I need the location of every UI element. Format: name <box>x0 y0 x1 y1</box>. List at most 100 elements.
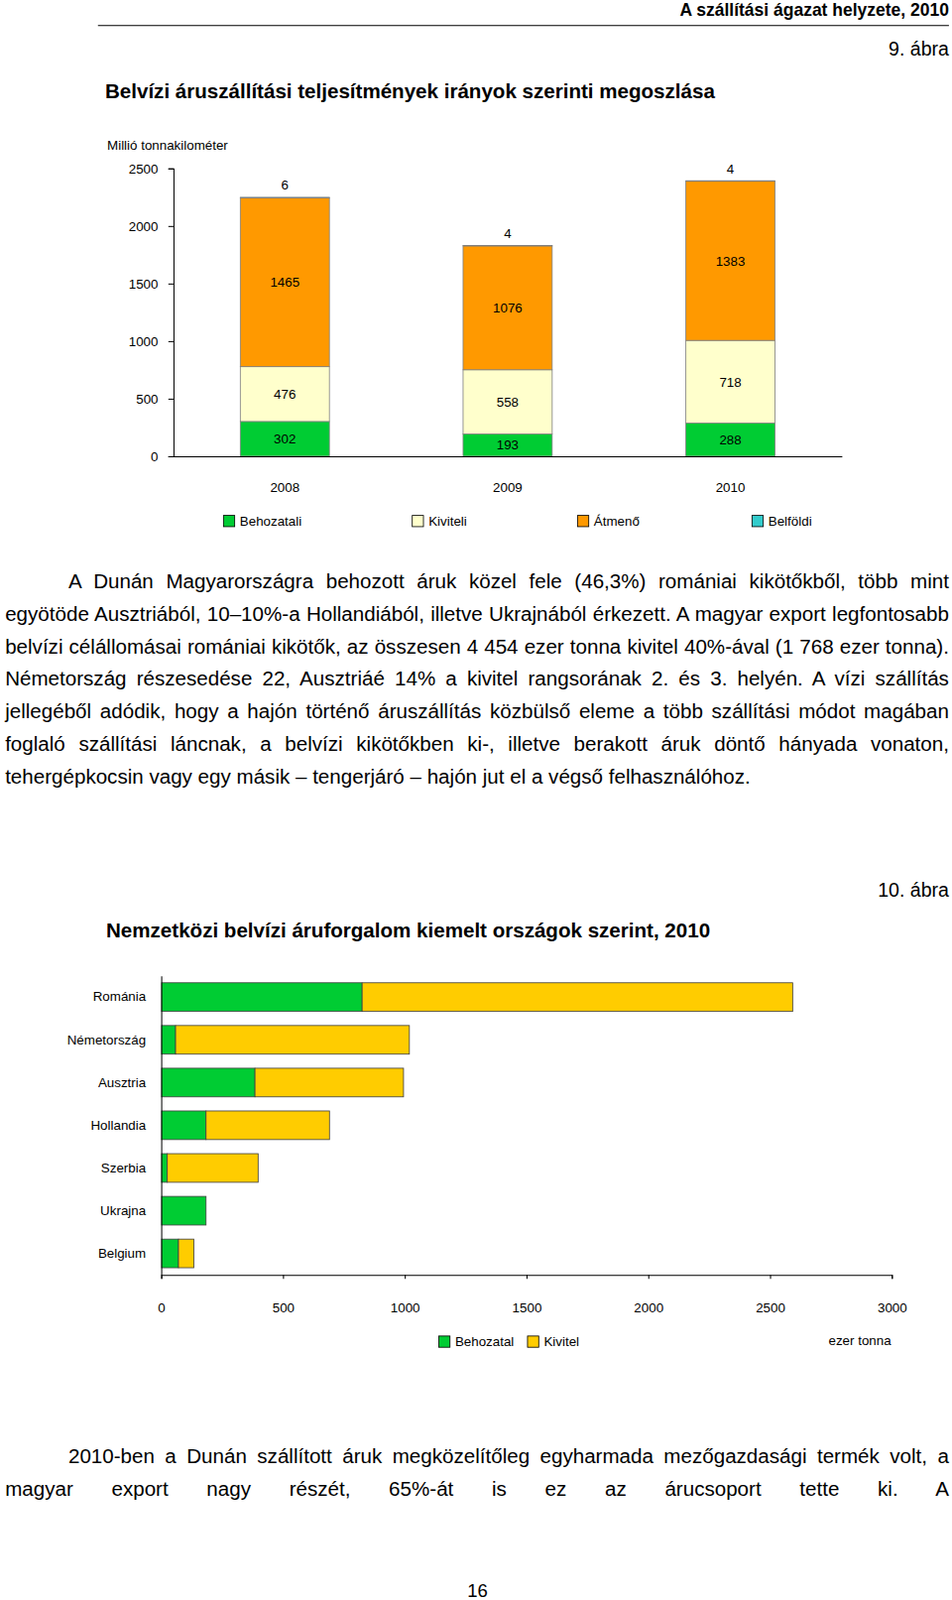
bar <box>178 1238 194 1268</box>
legend-label: Belföldi <box>768 513 813 529</box>
tick-label: 2000 <box>128 219 159 235</box>
bar <box>175 1025 410 1055</box>
tick-mark <box>168 168 174 170</box>
bar <box>239 421 330 457</box>
tick: 500 <box>135 391 174 407</box>
tick: 1000 <box>128 334 174 350</box>
tick-label: Románia <box>93 988 147 1004</box>
axis-line <box>161 975 163 1275</box>
axis: 0 500 1000 1500 2000 2500 3000 <box>157 1274 907 1315</box>
bar <box>686 181 776 342</box>
tick-label: 1500 <box>128 276 159 292</box>
bar <box>686 180 776 182</box>
bar <box>161 982 363 1012</box>
tick-label: 2500 <box>755 1300 786 1315</box>
tick-mark <box>168 226 174 228</box>
page: A szállítási ágazat helyzete, 20109. ábr… <box>0 0 952 1600</box>
tick: Ukrajna <box>100 1202 161 1218</box>
tick-mark <box>526 1274 528 1279</box>
legend-swatch <box>223 515 235 527</box>
axis-title: Millió tonnakilométer <box>107 137 229 153</box>
tick-label: 2009 <box>492 479 523 495</box>
legend: Behozatal Kivitel <box>438 1333 580 1349</box>
tick-label: 500 <box>135 391 158 407</box>
bar <box>463 245 553 370</box>
tick-mark <box>282 1274 284 1279</box>
legend-label: Behozatali <box>239 513 302 529</box>
chart: Nemzetközi belvízi áruforgalom kiemelt o… <box>67 918 908 1350</box>
data-labels: 302193288476558718146510761383644 <box>269 161 745 454</box>
tick-mark <box>168 456 174 458</box>
tick-label: Szerbia <box>101 1160 147 1176</box>
bar <box>463 369 553 435</box>
running-title: A szállítási ágazat helyzete, 2010 <box>679 0 949 20</box>
tick: 3000 <box>877 1274 908 1315</box>
tick-label: 2000 <box>633 1300 664 1315</box>
tick: 2010 <box>715 456 746 495</box>
axis-line <box>173 456 842 458</box>
chart-title: Belvízi áruszállítási teljesítmények irá… <box>105 79 715 103</box>
axis-line <box>161 1275 893 1280</box>
bar <box>161 1068 256 1097</box>
tick: 1500 <box>512 1274 543 1315</box>
tick-label: 1500 <box>512 1300 543 1315</box>
page-canvas: A szállítási ágazat helyzete, 20109. ábr… <box>0 0 952 1600</box>
bar <box>361 982 793 1012</box>
tick-mark <box>648 1274 650 1279</box>
tick: 2000 <box>128 219 174 235</box>
data-label: 476 <box>273 386 296 402</box>
data-label: 302 <box>273 431 296 447</box>
bar <box>161 1238 179 1268</box>
tick: Szerbia <box>101 1160 162 1176</box>
legend-label: Átmenő <box>594 513 640 529</box>
axis-line <box>168 168 175 457</box>
tick: 0 <box>150 449 174 465</box>
tick-mark <box>168 283 174 285</box>
bar <box>161 1195 207 1225</box>
legend-label: Kivitel <box>543 1333 580 1349</box>
axis: 05001000150020002500 <box>128 161 175 465</box>
legend-label: Kiviteli <box>428 513 468 529</box>
tick-label: Belgium <box>98 1245 146 1261</box>
tick-mark <box>770 1274 772 1279</box>
tick: Ausztria <box>98 1074 162 1090</box>
bar <box>161 1025 176 1055</box>
tick: 0 <box>157 1274 165 1315</box>
chart-title: Nemzetközi belvízi áruforgalom kiemelt o… <box>106 918 711 942</box>
tick-label: 500 <box>272 1300 295 1315</box>
data-label: 4 <box>503 226 512 241</box>
bar <box>161 1110 207 1140</box>
tick: 500 <box>272 1274 295 1315</box>
figure-label: 10. ábra <box>877 878 950 901</box>
data-label: 1465 <box>269 274 300 290</box>
tick: 2008 <box>269 456 300 495</box>
tick-mark <box>168 398 174 400</box>
tick: 1000 <box>390 1274 421 1315</box>
chart: Belvízi áruszállítási teljesítmények irá… <box>105 79 842 529</box>
tick-mark <box>161 1274 163 1279</box>
tick: 2500 <box>755 1274 786 1315</box>
bar <box>167 1153 259 1183</box>
tick-label: 3000 <box>877 1300 908 1315</box>
tick-mark <box>891 1274 893 1279</box>
legend-swatch <box>438 1335 450 1347</box>
tick: Németország <box>67 1032 162 1048</box>
bar <box>206 1110 331 1140</box>
data-label: 1076 <box>492 300 523 316</box>
data-label: 4 <box>726 161 735 177</box>
header-rule <box>98 24 950 26</box>
tick-label: 0 <box>150 449 158 465</box>
data-label: 288 <box>718 432 741 448</box>
tick-label: Németország <box>67 1032 146 1048</box>
bar <box>686 340 776 423</box>
paragraph: A Dunán Magyarországra behozott áruk köz… <box>4 564 950 793</box>
legend-label: Behozatal <box>455 1333 514 1349</box>
axis: 2008 2009 2010 <box>173 456 842 495</box>
bar <box>239 366 330 422</box>
tick-label: 0 <box>157 1300 165 1315</box>
bar <box>463 434 553 457</box>
tick: 1500 <box>128 276 174 292</box>
tick: Hollandia <box>90 1117 161 1133</box>
tick-mark <box>404 1274 406 1279</box>
bar <box>239 198 330 367</box>
